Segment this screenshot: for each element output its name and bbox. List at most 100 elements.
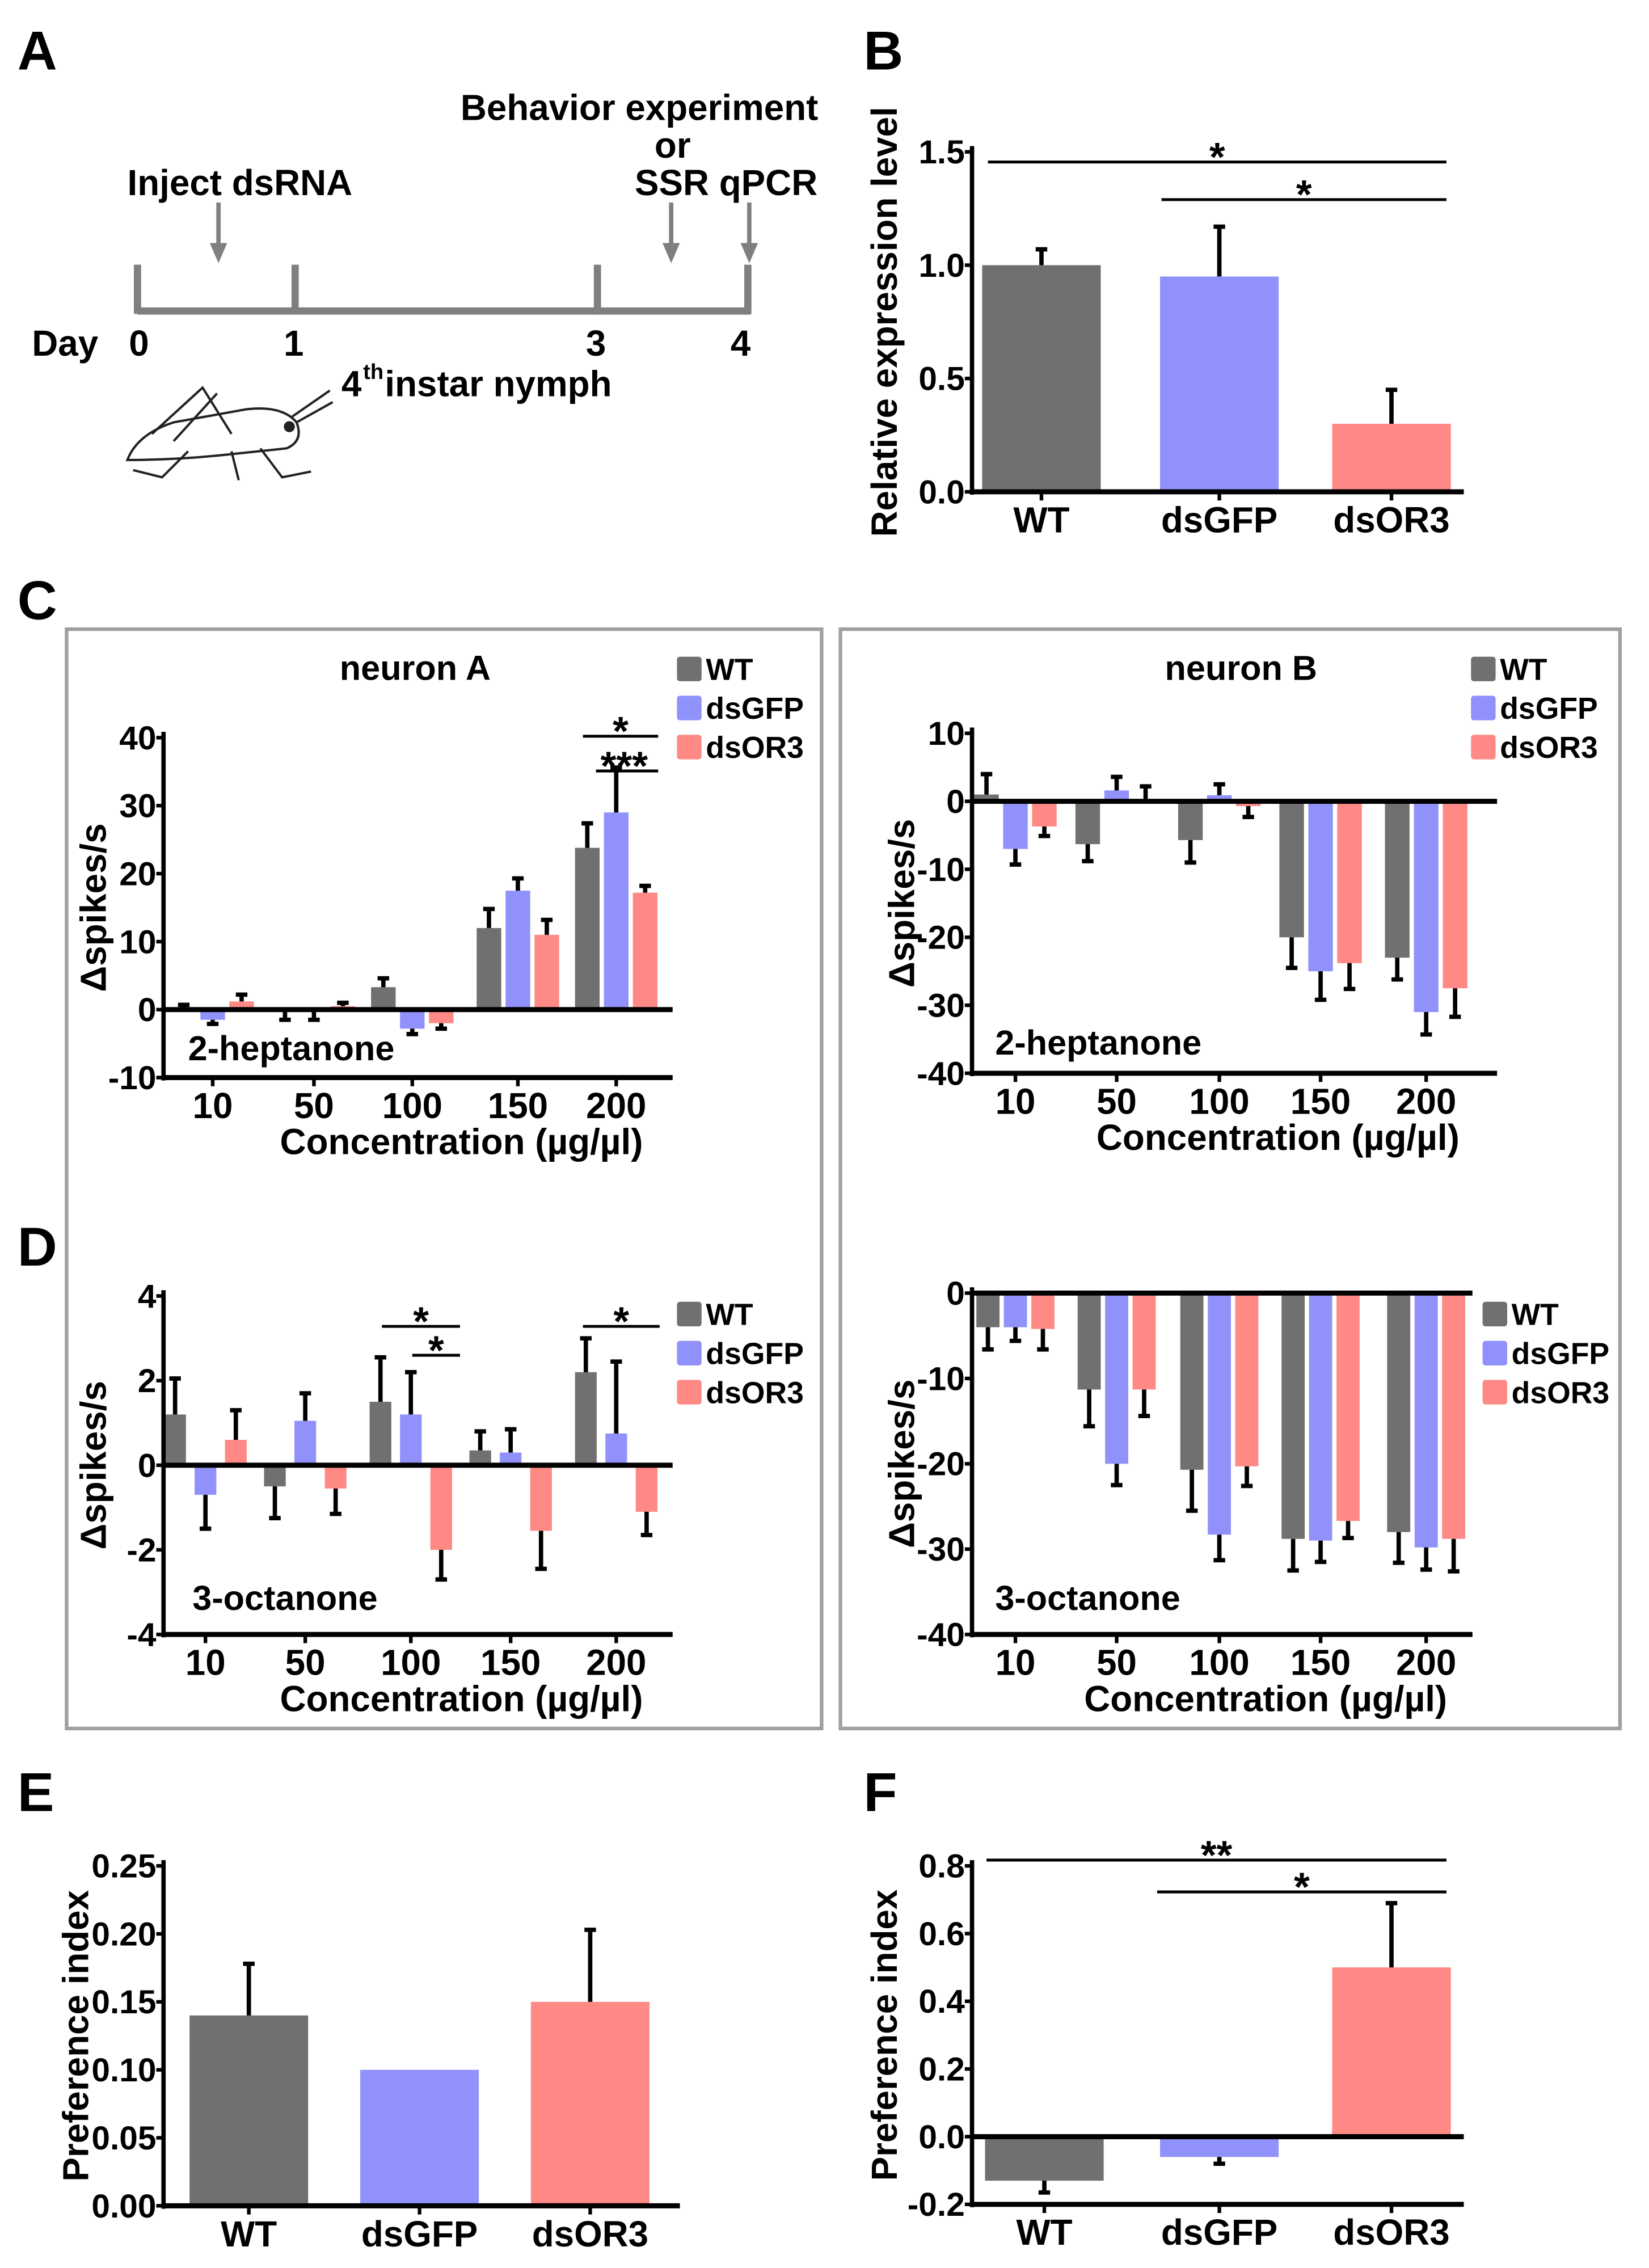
legend-swatch-wt <box>677 1301 702 1327</box>
bar-dsgfp-200 <box>1414 1293 1438 1548</box>
y-tick-label: -40 <box>917 1055 965 1092</box>
legend-swatch-dsor3 <box>677 1380 702 1405</box>
ssr-qpcr-label: SSR qPCR <box>635 162 817 203</box>
inject-label: Inject dsRNA <box>128 162 353 203</box>
bar-wt <box>189 2015 309 2206</box>
legend-swatch-dsgfp <box>677 695 702 720</box>
legend-label: dsOR3 <box>706 1376 804 1410</box>
y-tick-label: 0.15 <box>91 1984 156 2021</box>
bar-wt-10 <box>974 794 999 802</box>
legend-label: dsOR3 <box>706 731 804 765</box>
y-tick-label: 0.6 <box>918 1916 965 1953</box>
bar-dsor3-100 <box>429 1009 454 1023</box>
y-tick-label: -20 <box>917 920 965 956</box>
y-tick-label: -4 <box>126 1617 157 1654</box>
x-tick-label: 200 <box>1396 1081 1456 1122</box>
bar-dsor3-100 <box>430 1465 452 1550</box>
y-tick-label: 0.0 <box>918 474 965 511</box>
x-tick-label: 50 <box>1096 1642 1137 1683</box>
day-number: 1 <box>284 323 303 364</box>
instar-superscript: th <box>363 360 383 384</box>
x-tick-label: WT <box>1017 2212 1073 2253</box>
bar-dsgfp-50 <box>294 1420 317 1465</box>
bar-dsor3 <box>530 2001 650 2206</box>
y-tick-label: -0.2 <box>908 2186 965 2223</box>
bar-dsor3-150 <box>530 1465 552 1531</box>
x-tick-label: 10 <box>996 1642 1036 1683</box>
y-axis-label: Δspikes/s <box>73 823 113 992</box>
x-tick-label: 10 <box>193 1085 233 1126</box>
legend-swatch-dsor3 <box>677 735 702 760</box>
y-tick-label: 1.0 <box>918 247 965 284</box>
y-tick-label: 10 <box>928 715 965 752</box>
legend-label: dsGFP <box>706 1337 804 1371</box>
bar-wt-50 <box>1077 1293 1101 1390</box>
panel-label-b: B <box>863 19 903 81</box>
legend-swatch-dsgfp <box>1482 1340 1507 1365</box>
y-tick-label: 0.0 <box>918 2119 965 2156</box>
bar-wt-50 <box>264 1465 286 1487</box>
bar-wt-100 <box>369 1402 391 1465</box>
panel-label-f: F <box>863 1761 897 1823</box>
y-tick-label: -30 <box>917 1531 965 1568</box>
y-tick-label: 0.10 <box>91 2052 156 2089</box>
legend-swatch-wt <box>1471 656 1496 681</box>
day-label: Day <box>32 323 98 364</box>
chart-c-neuronb: -40 -30 -20 -10 0 10 10 50 100 150 200Concentratio… <box>882 648 1598 1158</box>
bar-dsgfp-10 <box>195 1465 217 1495</box>
arrow-down-icon <box>209 243 227 264</box>
significance-label: * <box>613 709 629 754</box>
bar-dsgfp-10 <box>200 1009 225 1020</box>
y-tick-label: 0.25 <box>91 1848 156 1885</box>
bar-dsor3-200 <box>632 892 658 1010</box>
x-tick-label: WT <box>1013 499 1069 540</box>
legend-label: dsGFP <box>1512 1337 1610 1371</box>
bar-dsor3-10 <box>1032 801 1057 827</box>
significance-label: * <box>1209 134 1225 180</box>
bar-wt-100 <box>1180 1293 1204 1470</box>
x-axis-label: Concentration (µg/µl) <box>280 1678 643 1719</box>
arrow-down-icon <box>740 243 758 264</box>
x-tick-label: 150 <box>1290 1642 1351 1683</box>
y-tick-label: 0.05 <box>91 2120 156 2157</box>
odor-label: 2-heptanone <box>188 1029 395 1068</box>
significance-label: * <box>1296 172 1312 217</box>
x-axis-label: Concentration (µg/µl) <box>1096 1117 1460 1158</box>
bar-wt-100 <box>1178 801 1203 840</box>
y-tick-label: 0.8 <box>918 1848 965 1885</box>
legend-label: dsGFP <box>706 692 804 726</box>
y-tick-label: 1.5 <box>918 134 965 171</box>
y-axis-label: Δspikes/s <box>73 1381 113 1549</box>
legend-label: dsGFP <box>1500 692 1598 726</box>
bar-dsgfp-150 <box>1308 801 1333 972</box>
y-tick-label: 0 <box>138 1447 157 1484</box>
odor-label: 3-octanone <box>995 1579 1180 1617</box>
bar-dsgfp-50 <box>1104 790 1129 802</box>
day-number: 4 <box>731 323 751 364</box>
x-tick-label: dsGFP <box>1161 2212 1277 2253</box>
bar-wt-50 <box>1075 801 1100 845</box>
bar-dsor3-10 <box>225 1440 247 1465</box>
legend-swatch-wt <box>1482 1301 1507 1327</box>
grasshopper-illustration <box>125 386 334 481</box>
bar-dsgfp-100 <box>400 1414 422 1465</box>
legend-label: WT <box>1512 1299 1559 1332</box>
bar-dsgfp-10 <box>1003 1293 1027 1327</box>
y-tick-label: 0.2 <box>918 2051 965 2088</box>
y-axis-label: Preference index <box>56 1890 96 2182</box>
bar-wt-150 <box>476 928 501 1010</box>
bar-wt <box>985 2136 1104 2181</box>
chart-e: 0.00 0.05 0.10 0.15 0.20 0.25 WT dsGFP dsOR3 Pref… <box>56 1848 680 2254</box>
bar-dsgfp-100 <box>1207 795 1232 802</box>
bar-wt-200 <box>1385 801 1410 958</box>
y-tick-label: 2 <box>138 1363 157 1399</box>
day-number: 3 <box>586 323 606 364</box>
instar-number: 4 <box>341 364 362 404</box>
x-axis-label: Concentration (µg/µl) <box>280 1122 643 1162</box>
x-tick-label: 100 <box>381 1642 441 1683</box>
odor-label: 3-octanone <box>192 1579 377 1617</box>
x-tick-label: 50 <box>1096 1081 1137 1122</box>
bar-dsor3-100 <box>1235 1293 1259 1466</box>
legend-label: WT <box>706 653 753 686</box>
